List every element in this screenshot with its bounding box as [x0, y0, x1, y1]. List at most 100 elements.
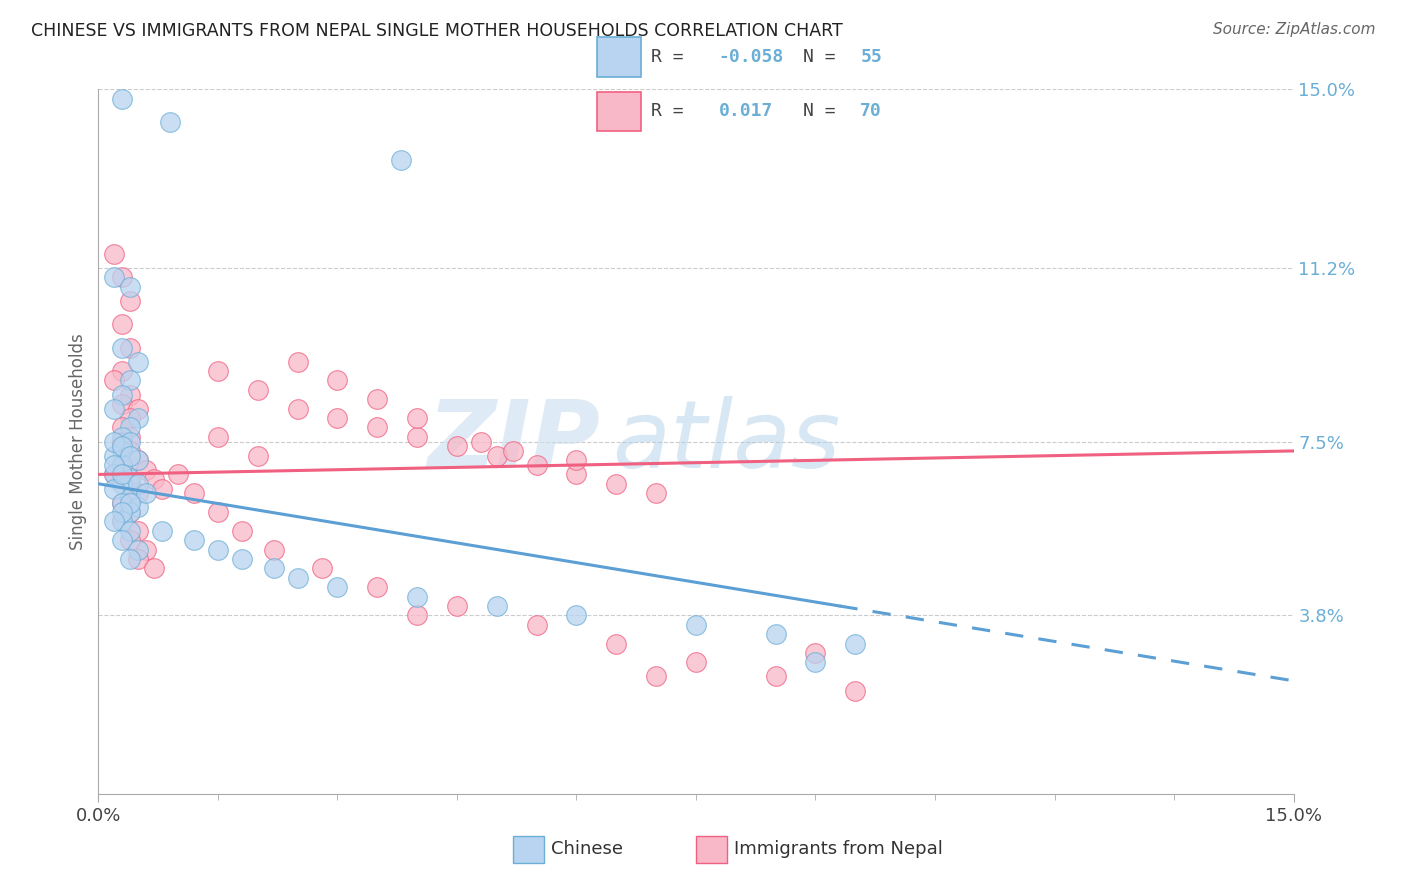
Text: atlas: atlas	[613, 396, 841, 487]
Point	[111, 458, 134, 472]
Point	[143, 472, 166, 486]
Point	[502, 444, 524, 458]
Point	[120, 552, 142, 566]
Point	[287, 571, 309, 585]
FancyBboxPatch shape	[598, 37, 641, 77]
Point	[605, 476, 627, 491]
Point	[183, 533, 205, 548]
Point	[120, 279, 142, 293]
Point	[111, 476, 134, 491]
Text: 0.017: 0.017	[718, 103, 773, 120]
Point	[326, 374, 349, 388]
Point	[111, 439, 134, 453]
Point	[111, 533, 134, 548]
Point	[685, 656, 707, 670]
Point	[111, 397, 134, 411]
Point	[120, 524, 142, 538]
Text: 55: 55	[860, 48, 882, 66]
Point	[485, 449, 508, 463]
Point	[111, 515, 134, 529]
Point	[844, 636, 866, 650]
Point	[127, 524, 149, 538]
Point	[111, 495, 134, 509]
Point	[150, 482, 173, 496]
Point	[127, 453, 149, 467]
Point	[120, 430, 142, 444]
Text: -0.058: -0.058	[718, 48, 783, 66]
Point	[111, 430, 134, 444]
Point	[127, 552, 149, 566]
Point	[263, 542, 285, 557]
Point	[526, 458, 548, 472]
Point	[135, 486, 157, 500]
Point	[231, 524, 253, 538]
Point	[103, 467, 125, 482]
Point	[207, 430, 229, 444]
Text: R =: R =	[651, 103, 683, 120]
Point	[111, 387, 134, 401]
Point	[446, 439, 468, 453]
Point	[765, 669, 787, 683]
Point	[406, 608, 429, 623]
Point	[446, 599, 468, 613]
Point	[406, 590, 429, 604]
Point	[120, 387, 142, 401]
Point	[804, 646, 827, 660]
Point	[111, 270, 134, 285]
Point	[366, 392, 388, 407]
Point	[120, 411, 142, 425]
Point	[183, 486, 205, 500]
Point	[120, 434, 142, 449]
Point	[120, 505, 142, 519]
Point	[111, 495, 134, 509]
Text: N =: N =	[803, 48, 835, 66]
Point	[167, 467, 190, 482]
Point	[127, 500, 149, 515]
Point	[120, 472, 142, 486]
Point	[645, 486, 668, 500]
Point	[111, 439, 134, 453]
Point	[127, 354, 149, 368]
Point	[645, 669, 668, 683]
Text: Source: ZipAtlas.com: Source: ZipAtlas.com	[1212, 22, 1375, 37]
Point	[231, 552, 253, 566]
Point	[685, 617, 707, 632]
Point	[120, 449, 142, 463]
Point	[103, 515, 125, 529]
Point	[470, 434, 492, 449]
Text: Chinese: Chinese	[551, 840, 623, 858]
Point	[103, 467, 125, 482]
Point	[120, 505, 142, 519]
Point	[565, 608, 588, 623]
Point	[150, 524, 173, 538]
Point	[159, 115, 181, 129]
Point	[111, 364, 134, 378]
Point	[103, 458, 125, 472]
Point	[111, 420, 134, 434]
Text: R =: R =	[651, 48, 683, 66]
Point	[103, 374, 125, 388]
Point	[120, 444, 142, 458]
Text: N =: N =	[803, 103, 835, 120]
Point	[389, 153, 412, 167]
FancyBboxPatch shape	[598, 92, 641, 131]
Point	[111, 458, 134, 472]
Point	[207, 542, 229, 557]
Point	[406, 411, 429, 425]
Point	[103, 246, 125, 260]
Point	[111, 92, 134, 106]
Point	[565, 453, 588, 467]
Point	[111, 317, 134, 331]
Point	[120, 293, 142, 308]
Point	[103, 401, 125, 416]
Point	[485, 599, 508, 613]
Point	[127, 453, 149, 467]
Point	[120, 374, 142, 388]
Point	[127, 486, 149, 500]
Point	[765, 627, 787, 641]
Text: 70: 70	[860, 103, 882, 120]
Point	[326, 580, 349, 594]
Point	[135, 542, 157, 557]
Point	[605, 636, 627, 650]
Point	[111, 505, 134, 519]
